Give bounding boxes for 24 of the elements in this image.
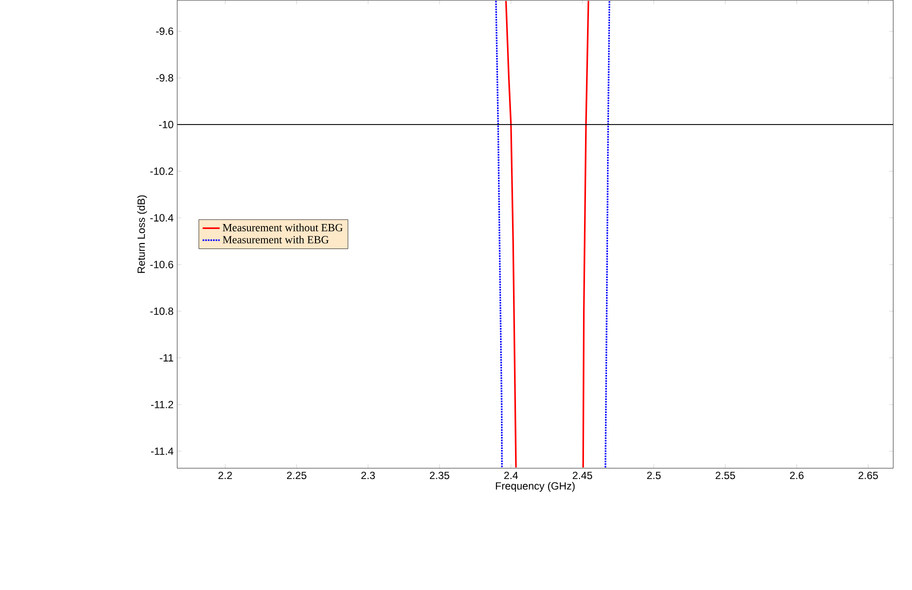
x-axis-title: Frequency (GHz) (496, 482, 575, 492)
x-tick-label: 2.3 (361, 472, 375, 480)
y-tick-label: -9.6 (156, 28, 174, 36)
y-tick-label: -11.4 (151, 448, 174, 455)
x-tick-label: 2.25 (286, 472, 306, 480)
x-tick-label: 2.5 (647, 472, 661, 480)
y-tick-label: -10.2 (150, 168, 174, 176)
x-tick-label: 2.55 (716, 472, 736, 480)
x-tick-label: 2.6 (790, 472, 804, 480)
y-axis-title: Return Loss (dB) (137, 196, 147, 274)
x-tick-label: 2.35 (430, 472, 450, 480)
x-tick-label: 2.45 (572, 472, 592, 480)
y-tick-label: -10 (159, 121, 174, 128)
x-tick-label: 2.2 (218, 472, 232, 480)
y-tick-label: -10.8 (150, 308, 174, 316)
y-tick-label: -11 (160, 354, 174, 362)
y-tick-label: -10.4 (150, 214, 174, 222)
y-tick-label: -11.2 (151, 401, 174, 408)
legend-label: Measurement with EBG (222, 236, 329, 244)
y-tick-label: -10.6 (150, 261, 174, 268)
legend-label: Measurement without EBG (222, 224, 343, 232)
x-tick-label: 2.4 (504, 472, 518, 480)
y-tick-label: -9.8 (156, 74, 174, 82)
x-tick-label: 2.65 (858, 472, 878, 480)
